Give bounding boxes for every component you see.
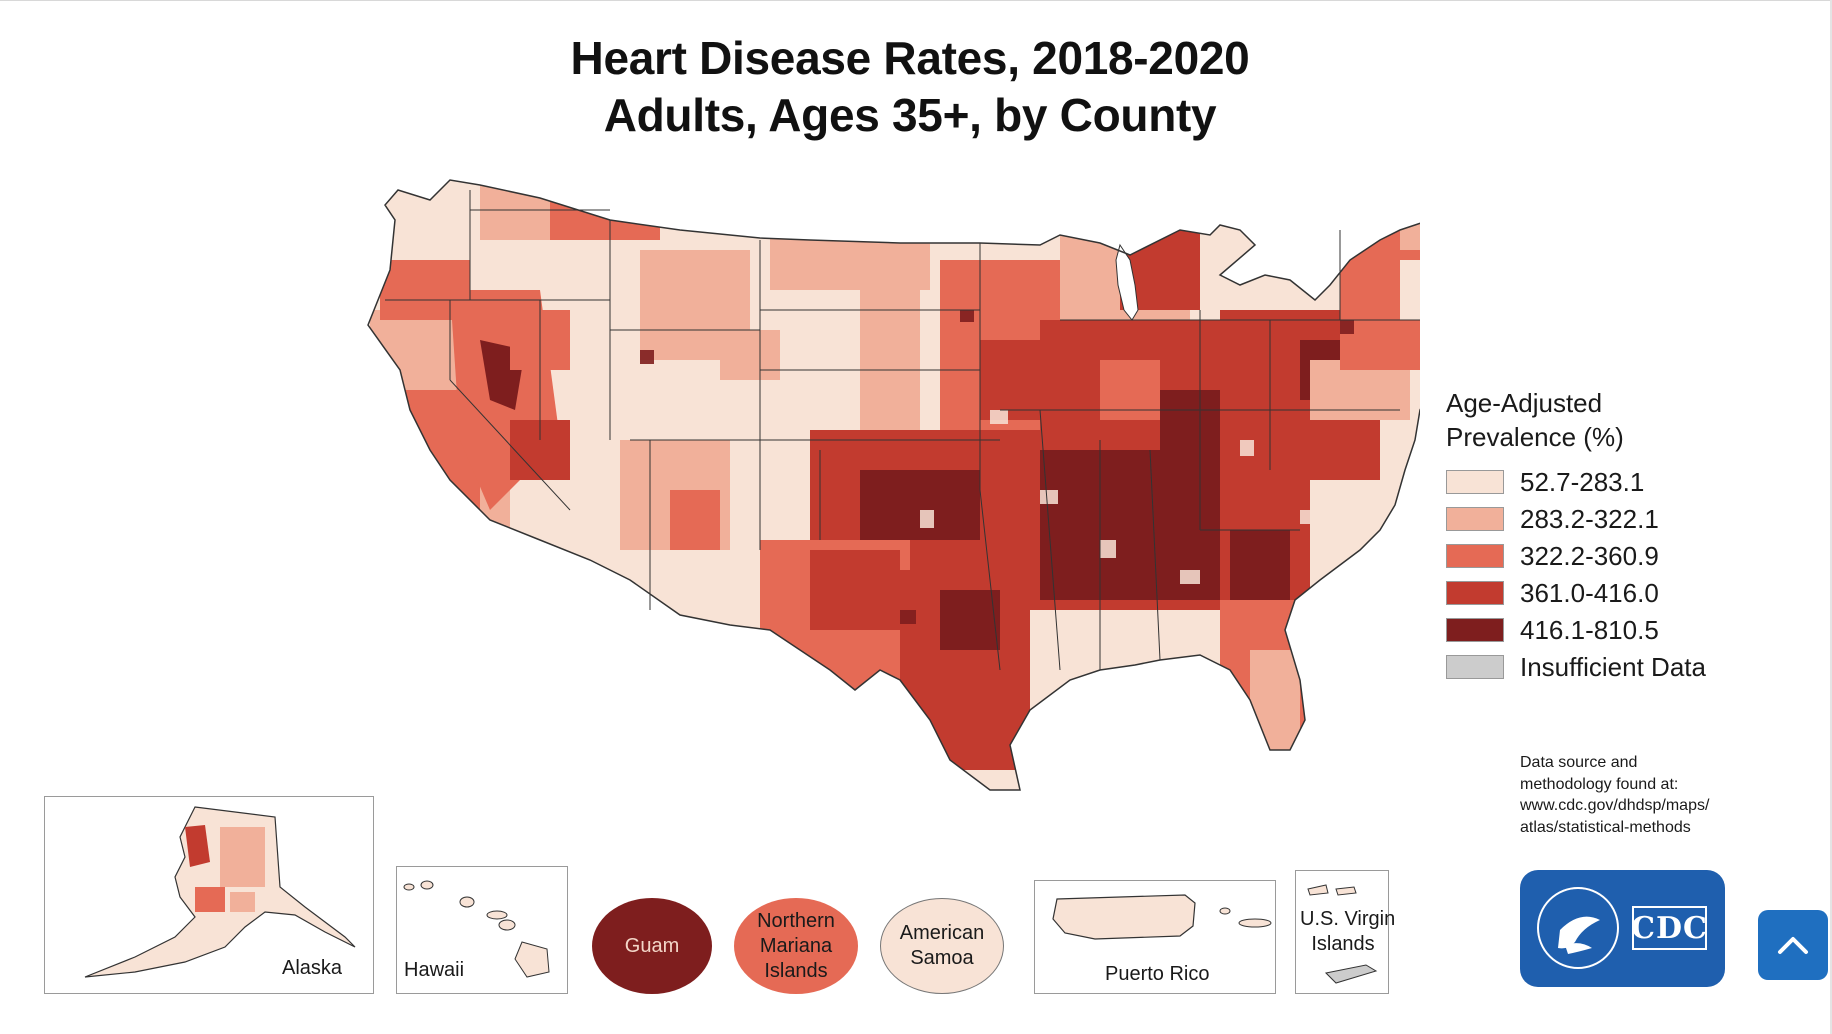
scroll-to-top-button[interactable] [1758,910,1828,980]
legend-label: Insufficient Data [1520,652,1706,682]
hhs-seal-icon [1537,887,1619,969]
cdc-logo-icon: CDC [1520,870,1725,987]
cdc-logo-text: CDC [1631,906,1707,950]
samoa-label-2: Samoa [910,947,974,969]
cnmi-label-2: Mariana [759,934,833,957]
cnmi-label-1: Northern [757,909,835,932]
legend-label: 322.2-360.9 [1520,541,1659,571]
legend-label: 416.1-810.5 [1520,615,1659,645]
title-line-2: Adults, Ages 35+, by County [603,89,1217,141]
hawaii-label: Hawaii [404,959,465,981]
chevron-up-icon [1778,937,1808,954]
source-line-3: www.cdc.gov/dhdsp/maps/ [1520,797,1710,814]
data-source-note: Data source and methodology found at: ww… [1520,752,1760,838]
usvi-label-1: U.S. Virgin [1300,908,1396,930]
guam-marker: Guam [592,898,712,994]
alaska-label: Alaska [282,957,343,979]
usvi-inset: U.S. Virgin Islands [1295,870,1396,994]
puerto-rico-label: Puerto Rico [1105,963,1210,985]
source-line-4: atlas/statistical-methods [1520,818,1691,836]
source-line-1: Data source and [1520,754,1638,771]
title-line-1: Heart Disease Rates, 2018-2020 [570,32,1250,84]
hawaii-map [403,880,550,978]
guam-label: Guam [624,934,680,957]
map-title: Heart Disease Rates, 2018-2020 Adults, A… [470,30,1350,144]
legend-swatch [1446,618,1504,642]
alaska-map [84,806,356,978]
legend-label: 52.7-283.1 [1520,467,1645,497]
legend-title: Age-Adjusted Prevalence (%) [1446,386,1624,454]
samoa-label-1: American [899,922,985,944]
usvi-map [1307,884,1378,984]
legend-label: 283.2-322.1 [1520,504,1659,534]
frame-top-border [0,0,1832,1]
legend-swatch [1446,655,1504,679]
usvi-label-2: Islands [1311,933,1375,955]
alaska-inset: Alaska [44,796,374,994]
us-choropleth-map [367,170,1420,791]
american-samoa-marker: American Samoa [880,898,1004,994]
cnmi-marker: Northern Mariana Islands [734,898,858,994]
legend-label: 361.0-416.0 [1520,578,1659,608]
cnmi-label-3: Islands [764,959,828,982]
legend-title-line-1: Age-Adjusted [1446,388,1603,418]
legend-swatch [1446,544,1504,568]
legend-swatch [1446,470,1504,494]
usvi-label: U.S. Virgin Islands [1300,907,1396,957]
hawaii-inset: Hawaii [396,866,568,994]
puerto-rico-map [1052,894,1272,940]
source-line-2: methodology found at: [1520,775,1679,793]
legend-title-line-2: Prevalence (%) [1446,422,1624,452]
legend-swatch [1446,581,1504,605]
frame-right-border [1830,0,1832,1034]
legend-swatch [1446,507,1504,531]
puerto-rico-inset: Puerto Rico [1034,880,1276,994]
